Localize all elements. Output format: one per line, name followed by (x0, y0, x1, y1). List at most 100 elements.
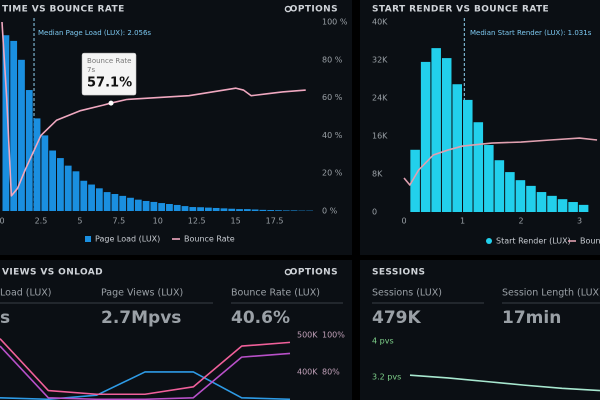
legend-label: Bounce Rate (580, 237, 600, 246)
histogram-bar (243, 209, 251, 211)
histogram-bar (578, 204, 589, 212)
options-button[interactable]: OPTIONS (290, 5, 338, 15)
tooltip-title: Bounce Rate (87, 57, 131, 65)
y-tick-label: 400K (297, 367, 318, 376)
x-tick-label: 10 (153, 217, 163, 226)
y2-tick-label: 100 % (322, 18, 348, 27)
histogram-bar (212, 207, 220, 211)
line-series (0, 338, 291, 396)
histogram-bar (33, 118, 41, 211)
histogram-bar (473, 122, 484, 212)
y-tick-label: 0 (372, 208, 377, 217)
median-label: Median Start Render (LUX): 1.031s (470, 29, 592, 37)
legend-swatch (85, 236, 91, 242)
histogram-bar (494, 160, 505, 212)
histogram-bar (536, 192, 547, 212)
line-series (1, 21, 306, 197)
options-button[interactable]: OPTIONS (290, 268, 338, 278)
y2-tick-label: 0 % (322, 207, 338, 216)
panel-title: START RENDER VS BOUNCE RATE (372, 5, 549, 15)
histogram-bar (410, 149, 420, 212)
tooltip-box (81, 52, 137, 96)
legend-label: Bounce Rate (184, 235, 235, 244)
panel (360, 260, 600, 400)
histogram-bar (515, 180, 526, 212)
kpi-value: 40.6% (231, 308, 290, 328)
y-tick-label: 500K (297, 330, 318, 339)
tooltip-value: 57.1% (87, 76, 132, 91)
x-tick-label: 12.5 (188, 217, 206, 226)
kpi-value: s (0, 308, 10, 328)
histogram-bar (526, 185, 536, 212)
x-tick-label: 2 (518, 217, 523, 226)
histogram-bar (41, 135, 49, 211)
histogram-bar (259, 209, 267, 211)
histogram-bar (290, 210, 298, 211)
y-tick-label: 32K (372, 56, 388, 65)
histogram-bar (251, 209, 259, 211)
histogram-bar (103, 192, 111, 211)
x-tick-label: 7.5 (112, 217, 125, 226)
y-tick-label: 4 pvs (372, 336, 394, 345)
options-icon[interactable] (284, 268, 292, 276)
panel-title: SESSIONS (372, 268, 425, 278)
legend-swatch (486, 238, 492, 244)
x-tick-label: 17.5 (266, 217, 284, 226)
tooltip-x: 7s (87, 66, 95, 74)
x-tick-label: 0 (401, 217, 406, 226)
panel (0, 260, 352, 400)
histogram-bar (72, 171, 80, 211)
histogram-bar (181, 206, 189, 211)
kpi-label: Session Length (LUX) (502, 288, 600, 299)
x-tick-label: 3 (577, 217, 582, 226)
histogram-bar (134, 199, 142, 211)
kpi-label: Page Views (LUX) (101, 288, 183, 299)
median-label: Median Page Load (LUX): 2.056s (38, 29, 151, 37)
panel-title: TIME VS BOUNCE RATE (2, 5, 125, 15)
histogram-bar (463, 99, 473, 212)
histogram-bar (158, 203, 166, 211)
histogram-bar (228, 208, 236, 211)
x-tick-label: 5 (77, 217, 82, 226)
histogram-bar (547, 195, 557, 212)
panel-title: VIEWS VS ONLOAD (2, 268, 103, 278)
legend-label: Page Load (LUX) (95, 235, 160, 244)
options-icon[interactable] (284, 5, 292, 13)
histogram-bar (2, 35, 10, 212)
tooltip-point (108, 100, 114, 106)
x-tick-label: 1 (460, 217, 465, 226)
histogram-bar (568, 202, 578, 212)
y2-tick-label: 60 % (322, 93, 343, 102)
y-tick-label: 40K (372, 18, 388, 27)
histogram-bar (431, 48, 441, 212)
panel (0, 0, 352, 255)
histogram-bar (282, 210, 290, 211)
histogram-bar (484, 145, 494, 212)
line-series (0, 371, 291, 400)
histogram-bar (57, 158, 64, 211)
y-tick-label: 24K (372, 94, 388, 103)
histogram-bar (166, 204, 173, 211)
histogram-bar (95, 188, 103, 211)
histogram-bar (197, 207, 204, 211)
kpi-label: Sessions (LUX) (372, 288, 442, 299)
histogram-bar (150, 201, 158, 211)
kpi-value: 17min (502, 308, 561, 328)
x-tick-label: 2.5 (35, 217, 48, 226)
kpi-value: 479K (372, 308, 421, 328)
histogram-bar (119, 195, 127, 211)
kpi-value: 2.7Mpvs (101, 308, 181, 328)
y2-tick-label: 80 % (322, 55, 343, 64)
histogram-bar (64, 165, 72, 211)
histogram-bar (142, 200, 150, 211)
histogram-bar (420, 61, 431, 213)
y2-tick-label: 40 % (322, 131, 343, 140)
histogram-bar (189, 207, 197, 211)
histogram-bar (88, 184, 95, 211)
histogram-bar (111, 193, 119, 211)
histogram-bar (173, 204, 181, 211)
histogram-bar (80, 180, 88, 211)
y2-tick-label: 100% (322, 330, 345, 339)
line-series (403, 137, 598, 186)
